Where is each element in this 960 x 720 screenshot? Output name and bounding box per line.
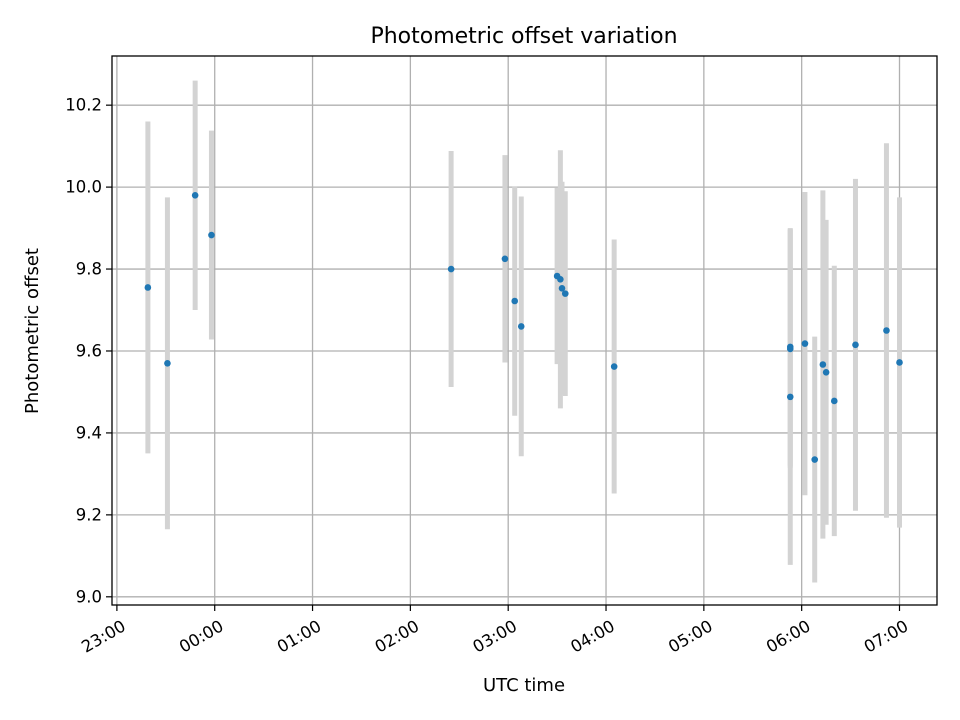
data-point [164, 359, 171, 367]
data-point [801, 340, 809, 347]
data-point [501, 255, 509, 263]
data-point [811, 456, 819, 463]
data-point [557, 275, 564, 283]
y-tick-label: 9.4 [76, 423, 102, 442]
data-point [852, 341, 859, 349]
x-axis-label: UTC time [483, 675, 565, 696]
y-tick-label: 9.6 [76, 341, 102, 360]
data-point [830, 397, 838, 405]
y-tick-label: 9.8 [76, 260, 102, 279]
data-point [819, 361, 827, 368]
data-point [786, 393, 794, 401]
y-axis: 9.0 9.2 9.4 9.6 9.8 10.0 10.2 [65, 96, 112, 606]
data-point [517, 323, 525, 330]
y-tick-label: 9.0 [76, 587, 102, 606]
data-points [144, 191, 903, 463]
data-point [144, 284, 152, 291]
data-point [561, 290, 569, 297]
y-axis-label: Photometric offset [22, 248, 43, 414]
data-point [558, 285, 566, 292]
data-point [511, 297, 519, 305]
grid-lines [112, 56, 937, 605]
y-tick-label: 9.2 [76, 505, 102, 524]
data-point [447, 265, 455, 273]
data-point [896, 359, 903, 366]
data-point [610, 363, 618, 370]
data-point [883, 327, 890, 334]
data-point [191, 191, 199, 199]
plot-frame [111, 55, 938, 606]
data-point [786, 345, 794, 353]
data-point [822, 368, 830, 376]
data-point [208, 231, 215, 239]
chart-title: Photometric offset variation [370, 24, 677, 49]
y-tick-label: 10.2 [65, 96, 102, 115]
y-tick-label: 10.0 [65, 178, 102, 197]
